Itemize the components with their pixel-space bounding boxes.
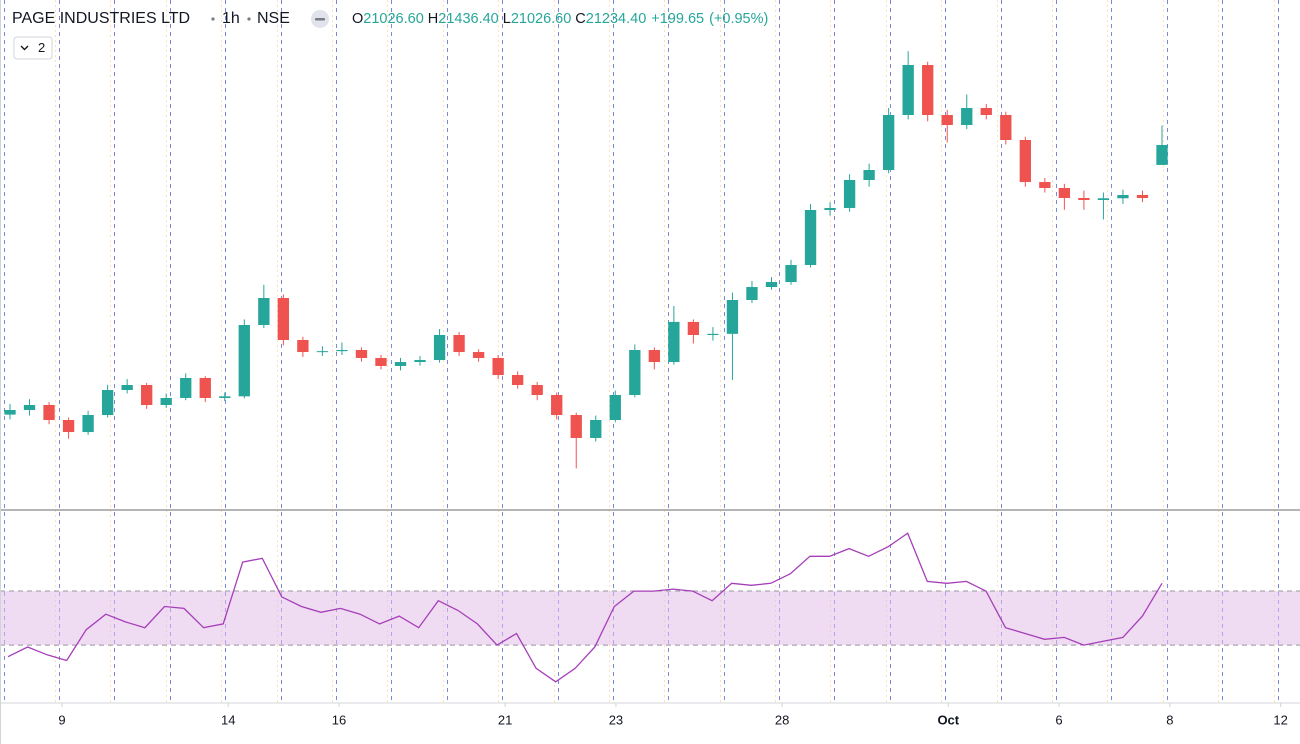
indicator-line	[7, 532, 1163, 683]
candle-body	[180, 377, 192, 398]
candle-body	[902, 65, 914, 115]
candle-body	[414, 360, 426, 363]
candle-body	[843, 180, 856, 208]
candle-body	[355, 350, 368, 358]
x-tick-label: 12	[1273, 712, 1287, 727]
candle-body	[941, 115, 953, 125]
candle-body	[707, 333, 719, 335]
candle-body	[43, 405, 55, 420]
candle-body	[1097, 198, 1110, 200]
candle-body	[648, 350, 661, 363]
candle-body	[746, 287, 758, 300]
symbol: PAGE INDUSTRIES LTD	[12, 10, 190, 27]
candle-body	[238, 325, 250, 397]
candle-body	[1039, 182, 1051, 188]
candle-body	[668, 321, 680, 363]
ohlc-value: 21234.40	[586, 11, 646, 27]
candle-body	[453, 335, 465, 353]
x-tick-label: 23	[609, 712, 623, 727]
separator-dot	[247, 17, 251, 21]
candle-body	[511, 375, 524, 385]
candle-body	[492, 357, 504, 375]
candle-body	[1156, 144, 1168, 165]
collapse-icon	[315, 18, 325, 21]
indicators-count: 2	[38, 40, 45, 55]
chevron	[20, 45, 29, 51]
candle-body	[765, 282, 778, 288]
candle-body	[219, 396, 231, 398]
candle-body	[726, 300, 739, 334]
ohlc-value: 21436.40	[438, 11, 498, 27]
candle-body	[394, 362, 407, 366]
plot	[0, 51, 1300, 683]
candle-body	[141, 385, 153, 405]
x-tick-label: Oct	[937, 712, 959, 727]
candle-body	[804, 210, 817, 265]
ohlc-key: C	[575, 11, 585, 27]
candle-body	[882, 115, 895, 170]
candle-body	[297, 340, 309, 353]
x-tick-label: 16	[332, 712, 346, 727]
candle-body	[570, 415, 582, 438]
candle-body	[82, 415, 94, 433]
x-tick-label: 28	[775, 712, 789, 727]
ohlc-values: O21026.60 H21436.40 L21026.60 C21234.40 +199…	[352, 11, 768, 27]
candle-body	[62, 420, 75, 433]
ohlc-value: 21026.60	[363, 11, 423, 27]
candle-body	[961, 107, 973, 125]
candle-body	[277, 297, 290, 340]
ohlc-key: H	[428, 11, 438, 27]
candle-body	[316, 351, 329, 353]
legend-header: PAGE INDUSTRIES LTD 1h NSE O21026.60 H214…	[12, 10, 768, 60]
ohlc-text: O21026.60 H21436.40 L21026.60 C21234.40 +199…	[352, 11, 768, 27]
price-change: (+0.95%)	[709, 11, 768, 27]
x-tick-label: 9	[58, 712, 65, 727]
candle-body	[4, 410, 16, 415]
interval: 1h	[222, 10, 240, 27]
ohlc-value: 21026.60	[511, 11, 571, 27]
candle-body	[336, 350, 348, 352]
candle-body	[258, 297, 270, 325]
candle-body	[1078, 197, 1090, 200]
candle-body	[1000, 115, 1012, 140]
candle-body	[629, 350, 641, 395]
candle-body	[199, 377, 211, 398]
x-tick-label: 21	[498, 712, 512, 727]
candle-body	[980, 107, 992, 115]
candle-body	[590, 420, 602, 438]
exchange: NSE	[257, 10, 290, 27]
candle-body	[23, 405, 36, 410]
separator-dot	[211, 17, 215, 21]
candle-body	[121, 385, 133, 390]
candle-body	[375, 357, 387, 366]
price-change: +199.65	[651, 11, 704, 27]
x-tick-label: 8	[1166, 712, 1173, 727]
candle-body	[1117, 195, 1129, 199]
candle-body	[1136, 195, 1149, 198]
candle-body	[824, 207, 836, 210]
candle-body	[472, 352, 485, 358]
candle-body	[433, 335, 446, 360]
candle-body	[922, 65, 934, 115]
x-tick-label: 14	[221, 712, 235, 727]
candle-body	[160, 397, 172, 405]
candle-body	[785, 265, 797, 283]
ohlc-key: L	[503, 11, 511, 27]
candle-body	[551, 395, 563, 415]
candle-body	[863, 170, 875, 180]
candle-body	[687, 321, 700, 335]
candle-body	[101, 390, 114, 415]
band-fill	[0, 591, 1300, 646]
x-tick-label: 6	[1055, 712, 1062, 727]
indicators-toggle[interactable]	[13, 36, 53, 60]
candle-body	[1019, 140, 1031, 183]
candle-body	[609, 395, 621, 420]
ohlc-key: O	[352, 11, 363, 27]
candle-body	[1058, 187, 1071, 198]
candle-body	[531, 385, 543, 395]
